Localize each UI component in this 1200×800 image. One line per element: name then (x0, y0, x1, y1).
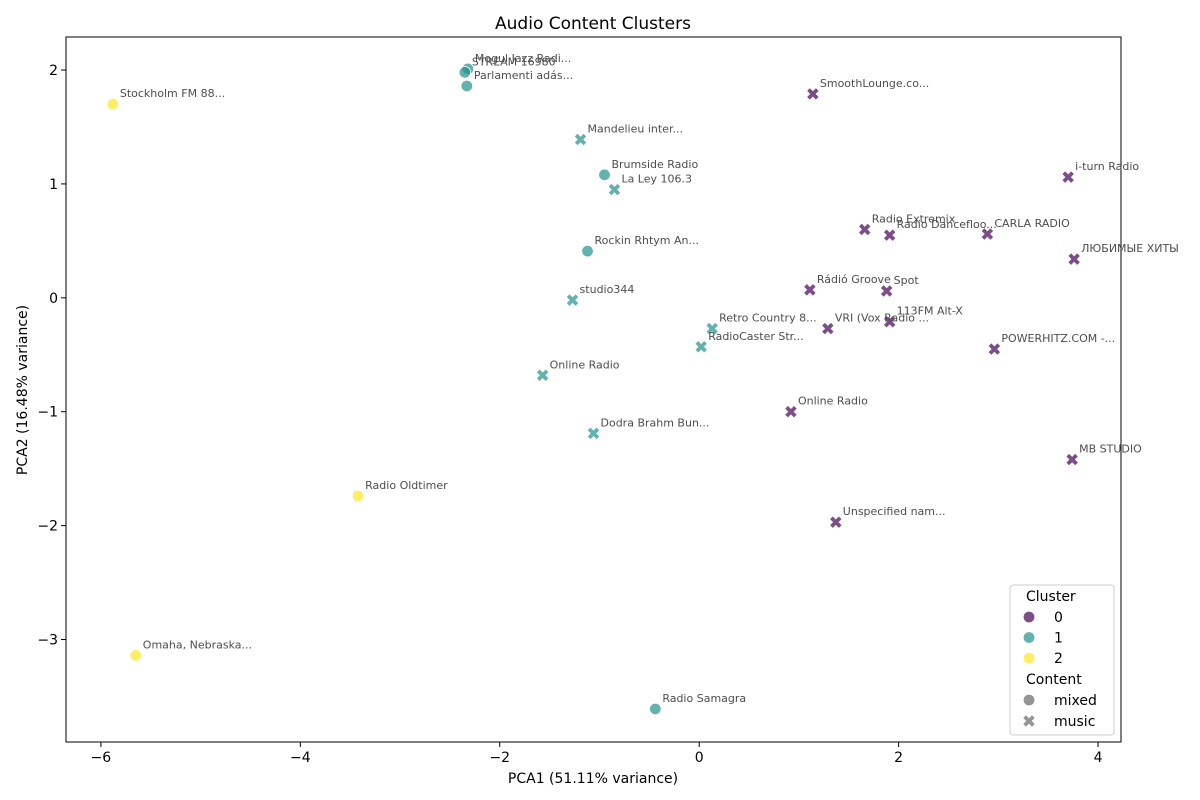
data-point-label: Mandelieu inter... (588, 123, 683, 136)
x-tick-label: −6 (91, 750, 112, 766)
plot-area: −6 −4 −2 0 2 4 −3 −2 −1 0 1 2 Stockholm FM 88... Omah… (37, 36, 1179, 766)
data-point (598, 168, 611, 182)
y-axis-title: PCA2 (16.48% variance) (15, 305, 31, 475)
data-point-label: La Ley 106.3 (621, 173, 692, 186)
data-point-label: Retro Country 8... (719, 312, 816, 325)
data-point-label: CARLA RADIO (994, 217, 1070, 230)
data-point-label: studio344 (580, 283, 635, 296)
data-point (883, 229, 896, 241)
data-point-label: ЛЮБИМЫЕ ХИТЫ (1081, 242, 1179, 255)
legend-marker-cluster (1022, 631, 1036, 644)
data-point-label: Stockholm FM 88... (120, 87, 225, 100)
data-point (883, 316, 896, 328)
data-point (649, 702, 662, 716)
legend-title-cluster: Cluster (1026, 589, 1076, 605)
y-tick-label: −1 (37, 405, 58, 421)
legend-marker-cluster (1022, 651, 1036, 665)
data-point (859, 223, 871, 236)
data-point-label: Dodra Brahm Bun... (601, 416, 710, 429)
data-point (587, 427, 600, 440)
legend-label-cluster: 2 (1054, 651, 1063, 667)
legend-label-content: mixed (1054, 693, 1097, 709)
data-point (129, 649, 143, 662)
data-point (351, 489, 365, 503)
y-tick-label: −3 (37, 632, 58, 648)
data-point-label: i-turn Radio (1075, 160, 1139, 173)
data-point-label: 113FM Alt-X (897, 305, 964, 318)
data-point (1062, 171, 1074, 183)
y-tick-label: −2 (37, 519, 58, 535)
x-tick-label: 0 (695, 750, 704, 766)
data-point-label: Mogul Jazz Radi... (475, 52, 571, 65)
data-point (706, 322, 718, 335)
data-point (608, 183, 621, 196)
data-point-label: POWERHITZ.COM -... (1001, 332, 1115, 345)
data-point (1068, 253, 1080, 265)
legend: Cluster 0 1 2 Content mixed music (1009, 584, 1115, 736)
data-point (574, 133, 587, 146)
legend-label-content: music (1054, 714, 1095, 730)
data-point (458, 66, 472, 79)
legend-marker-cluster (1022, 610, 1036, 624)
legend-box (1009, 584, 1115, 736)
legend-title-content: Content (1026, 672, 1082, 688)
y-tick-label: 2 (49, 63, 58, 79)
data-point (988, 343, 1001, 355)
plot-frame (65, 36, 1122, 743)
data-point-label: Rockin Rhtym An... (595, 234, 699, 247)
data-point-label: Radio Dancefloo... (897, 218, 997, 231)
data-point (981, 228, 994, 240)
data-point-label: VRI (Vox Radio ... (835, 312, 929, 325)
data-point-label: Omaha, Nebraska... (143, 638, 252, 651)
legend-label-cluster: 0 (1054, 610, 1063, 626)
data-point (807, 88, 819, 100)
legend-label-cluster: 1 (1054, 631, 1063, 647)
data-point-label: Radio Oldtimer (365, 479, 448, 492)
data-point-label: Radio Samagra (662, 692, 746, 705)
data-point-label: Spot (894, 274, 920, 287)
data-point (822, 322, 834, 335)
x-tick-label: −4 (290, 750, 311, 766)
data-point-label: RadioCaster Str... (708, 330, 803, 343)
x-axis-title: PCA1 (51.11% variance) (508, 771, 678, 787)
x-tick-label: −2 (489, 750, 510, 766)
data-point (785, 405, 797, 418)
chart-title: Audio Content Clusters (495, 14, 691, 34)
data-point-label: Online Radio (550, 358, 620, 371)
data-point-label: Parlamenti adás... (474, 69, 573, 82)
data-point (830, 516, 842, 528)
y-tick-label: 0 (49, 291, 58, 307)
data-point (460, 79, 474, 93)
legend-marker-content (1023, 715, 1035, 727)
data-point (536, 369, 549, 381)
x-tick-label: 2 (894, 750, 903, 766)
data-point-label: Unspecified nam... (843, 505, 946, 518)
legend-marker-content (1022, 693, 1036, 707)
data-point (581, 244, 594, 258)
data-point (880, 285, 893, 297)
data-point (1066, 453, 1078, 466)
data-point (695, 341, 707, 353)
data-point (566, 294, 579, 306)
data-point-label: STREAM 16980 (472, 55, 556, 68)
data-point-label: Online Radio (798, 395, 868, 408)
data-point-label: Brumside Radio (611, 158, 698, 171)
y-tick-label: 1 (49, 177, 58, 193)
data-point-label: Radio Extremix (872, 212, 956, 225)
data-point-label: SmoothLounge.co... (820, 77, 929, 90)
data-point-label: Rádió Groove (817, 273, 891, 286)
x-tick-label: 4 (1094, 750, 1103, 766)
data-point (106, 97, 120, 111)
data-point (804, 284, 816, 296)
data-point-label: MB STUDIO (1079, 443, 1142, 456)
